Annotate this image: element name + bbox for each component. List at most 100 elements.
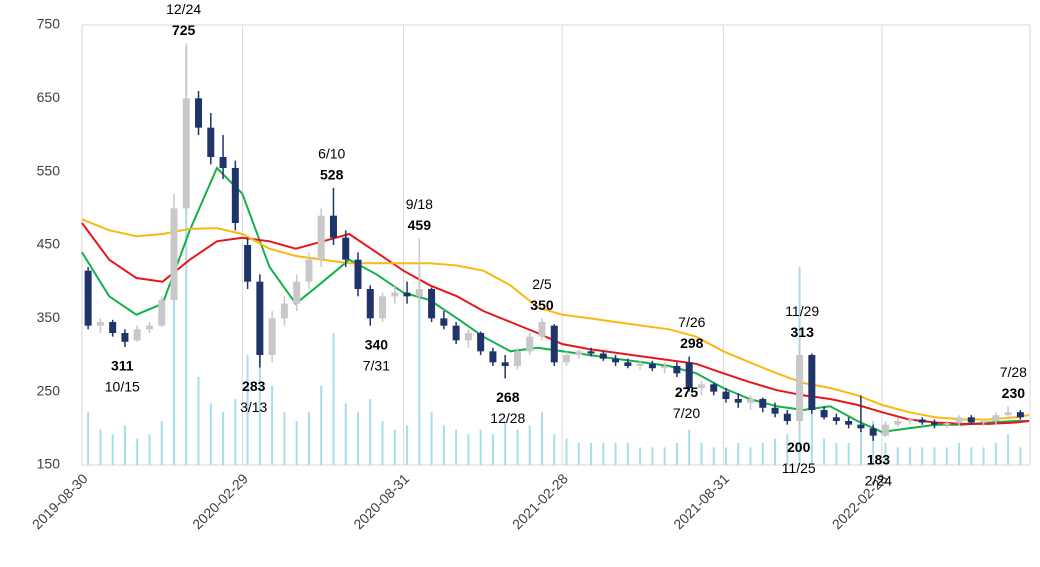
annotation-date: 7/28 [1000,364,1027,380]
candle-body [1016,412,1024,418]
candle-body [391,292,399,297]
volume-bar [1007,434,1010,465]
annotation-value: 268 [496,389,520,405]
x-tick-label: 2020-08-31 [350,470,412,532]
volume-bar [123,425,126,465]
annotation-date: 12/28 [490,410,525,426]
annotation-value: 200 [787,439,811,455]
volume-bar [258,311,261,465]
annotation-value: 528 [320,167,344,183]
annotation-date: 7/26 [678,314,705,330]
candle-body [599,353,607,359]
annotation-value: 183 [867,452,891,468]
annotation-date: 11/25 [782,460,816,476]
volume-bar [896,447,899,465]
volume-bar [234,399,237,465]
volume-bar [528,425,531,465]
annotation-date: 9/18 [406,196,433,212]
candle-body [84,270,92,326]
volume-bar [295,421,298,465]
volume-bar [737,443,740,465]
moving-average-line [81,222,1030,425]
volume-bar [749,447,752,465]
volume-bar [393,429,396,465]
candle-body [268,318,276,355]
candle-body [624,362,632,366]
volume-bar [87,412,90,465]
candle-body [734,399,742,403]
volume-bar [172,289,175,465]
volume-bar [884,443,887,465]
x-tick-label: 2020-02-29 [189,470,251,532]
candle-body [133,329,141,341]
volume-bar [479,429,482,465]
x-tick-label: 2021-02-28 [509,470,571,532]
candle-body [256,281,264,355]
volume-bar [332,333,335,465]
volume-bar [577,443,580,465]
volume-bar [626,443,629,465]
candle-body [145,325,153,330]
y-tick-label: 350 [37,309,61,325]
plot-frame [81,24,1031,466]
volume-bar [418,267,421,465]
volume-bar [430,412,433,465]
candle-body [293,281,301,304]
moving-average-line [81,218,1030,421]
candle-body [452,325,460,341]
volume-bar [553,434,556,465]
volume-bar [320,385,323,465]
candle-body [342,237,350,260]
candle-body [832,417,840,421]
volume-bar [1019,447,1022,465]
volume-bar [467,434,470,465]
volume-bar [344,403,347,465]
annotation-value: 459 [408,217,432,233]
candle-body [796,355,804,421]
volume-bar [222,412,225,465]
volume-bar [590,443,593,465]
volume-bar [847,443,850,465]
candle-body [440,318,448,326]
candle-body [526,336,534,352]
candle-body [513,351,521,366]
x-tick-label: 2021-08-31 [670,470,732,532]
volume-bar [516,429,519,465]
y-tick-label: 550 [37,162,61,178]
candle-body [869,428,877,436]
candle-body [685,362,693,388]
annotation-date: 3/13 [240,399,267,415]
volume-bar [970,447,973,465]
volume-bar [602,443,605,465]
volume-bar [994,443,997,465]
moving-average-line [81,166,1030,434]
volume-bar [688,429,691,465]
y-tick-label: 250 [37,382,61,398]
volume-bar [565,438,568,465]
candle-body [403,292,411,297]
annotation-value: 350 [530,297,554,313]
annotation-value: 311 [111,358,134,374]
candle-body [648,363,656,369]
volume-bar [406,425,409,465]
candle-body [244,245,252,282]
volume-bar [639,447,642,465]
candle-body [710,384,718,392]
volume-bar [136,438,139,465]
candle-body [955,417,963,424]
candle-body [317,215,325,260]
volume-bar [933,447,936,465]
candle-body [170,208,178,300]
candle-body [1004,412,1012,416]
candle-body [918,419,926,423]
annotation-date: 6/10 [318,146,345,162]
candle-body [195,98,203,128]
volume-bar [99,429,102,465]
y-tick-label: 650 [37,89,61,105]
candle-body [538,322,546,337]
y-tick-label: 450 [37,236,61,252]
volume-bar [712,447,715,465]
volume-bar [614,443,617,465]
